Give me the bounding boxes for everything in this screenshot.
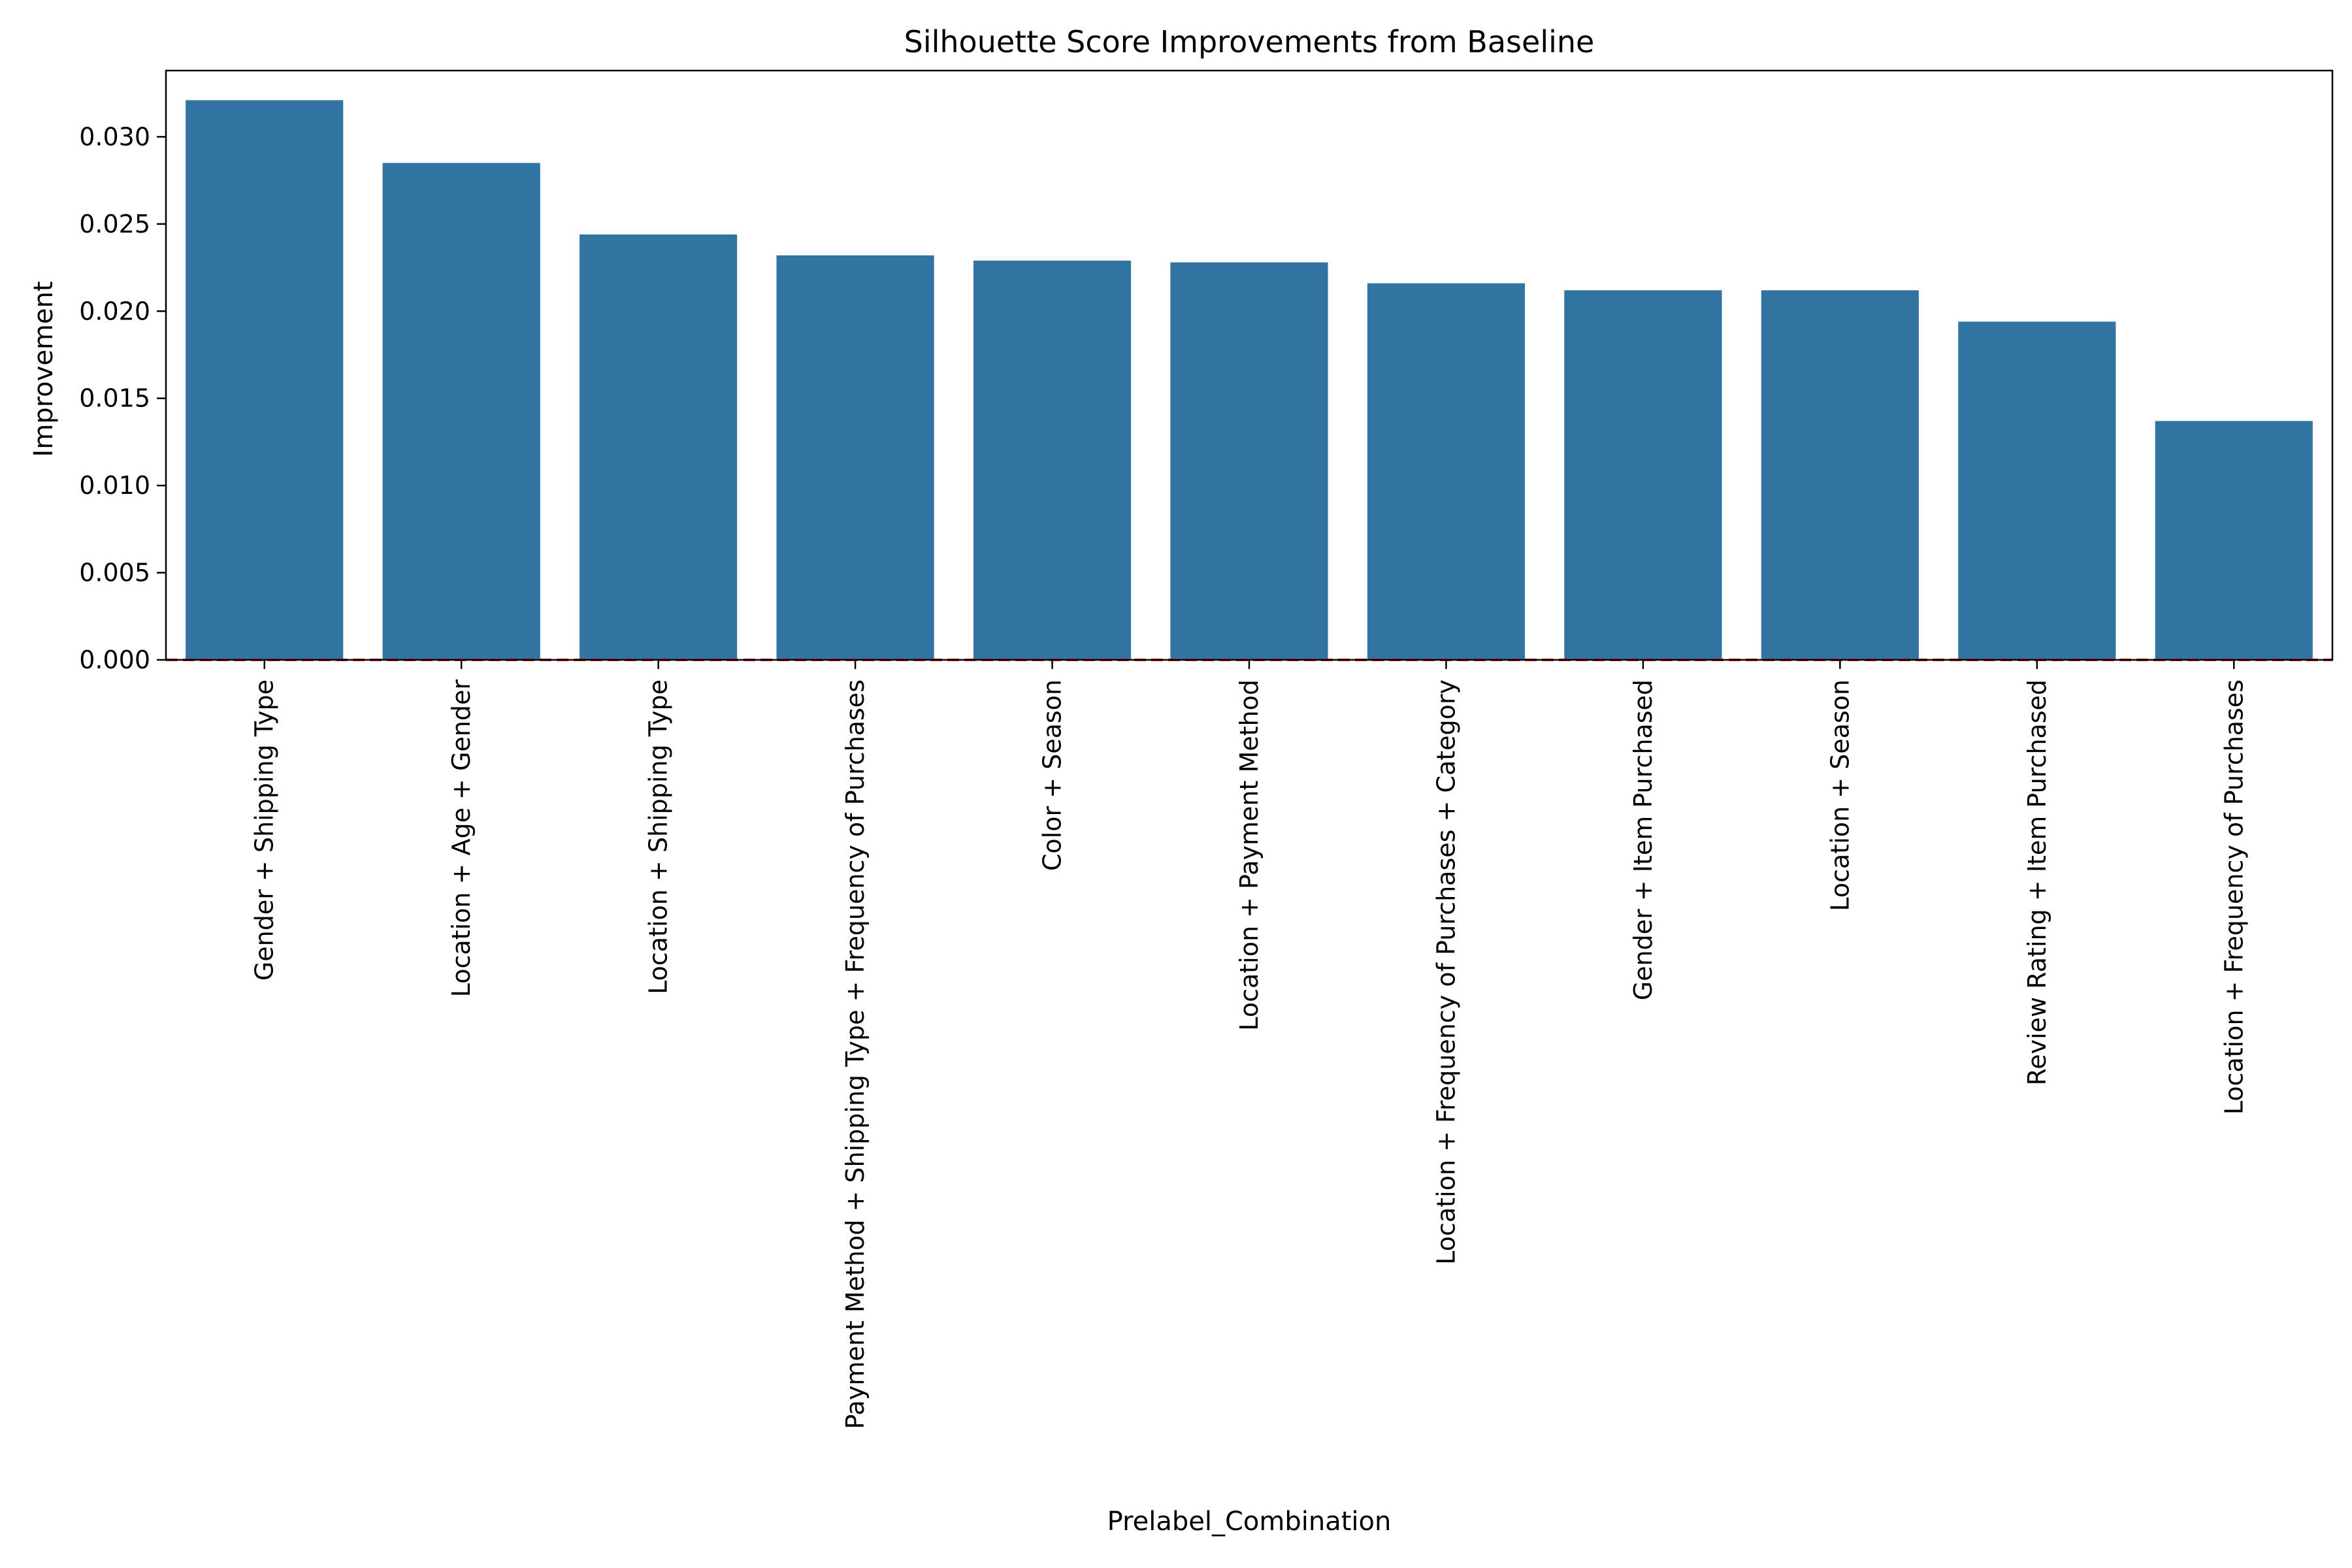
y-axis-label: Improvement: [29, 281, 59, 457]
bar: [580, 234, 738, 661]
bar: [973, 260, 1132, 660]
bar: [1367, 283, 1526, 660]
x-tick-label: Location + Payment Method: [1235, 679, 1264, 1031]
x-tick-label: Payment Method + Shipping Type + Frequen…: [841, 679, 870, 1429]
x-tick-label: Color + Season: [1038, 679, 1067, 871]
y-tick-label: 0.020: [79, 297, 150, 325]
y-axis-ticks: 0.000 0.005 0.010 0.015 0.020 0.025 0.030: [79, 122, 166, 674]
x-tick-label: Review Rating + Item Purchased: [2023, 679, 2051, 1085]
y-tick-label: 0.000: [79, 645, 150, 674]
x-tick-label: Location + Age + Gender: [447, 679, 476, 998]
bar: [186, 100, 344, 660]
x-axis-label: Prelabel_Combination: [1107, 1507, 1392, 1537]
chart-title: Silhouette Score Improvements from Basel…: [904, 24, 1595, 59]
bar: [1564, 290, 1722, 660]
bar: [1761, 290, 1919, 660]
plot-frame: [165, 69, 2334, 661]
x-tick-label: Location + Frequency of Purchases: [2219, 679, 2248, 1115]
x-tick-label: Location + Season: [1825, 679, 1854, 911]
y-tick-label: 0.025: [79, 210, 150, 238]
x-axis-ticks: Gender + Shipping Type Location + Age + G…: [250, 660, 2248, 1429]
x-tick-label: Location + Frequency of Purchases + Cate…: [1431, 679, 1460, 1265]
x-tick-label: Gender + Shipping Type: [250, 679, 279, 981]
bar: [382, 163, 540, 660]
x-tick-label: Location + Shipping Type: [644, 679, 673, 994]
bar: [1958, 321, 2116, 660]
bars-group: [186, 100, 2313, 661]
y-tick-label: 0.030: [79, 122, 150, 151]
x-tick-label: Gender + Item Purchased: [1629, 679, 1658, 1000]
y-tick-label: 0.010: [79, 471, 150, 500]
bar: [776, 255, 934, 660]
bar: [2155, 421, 2313, 660]
y-tick-label: 0.015: [79, 384, 150, 413]
y-tick-label: 0.005: [79, 559, 150, 587]
bar: [1170, 262, 1328, 660]
